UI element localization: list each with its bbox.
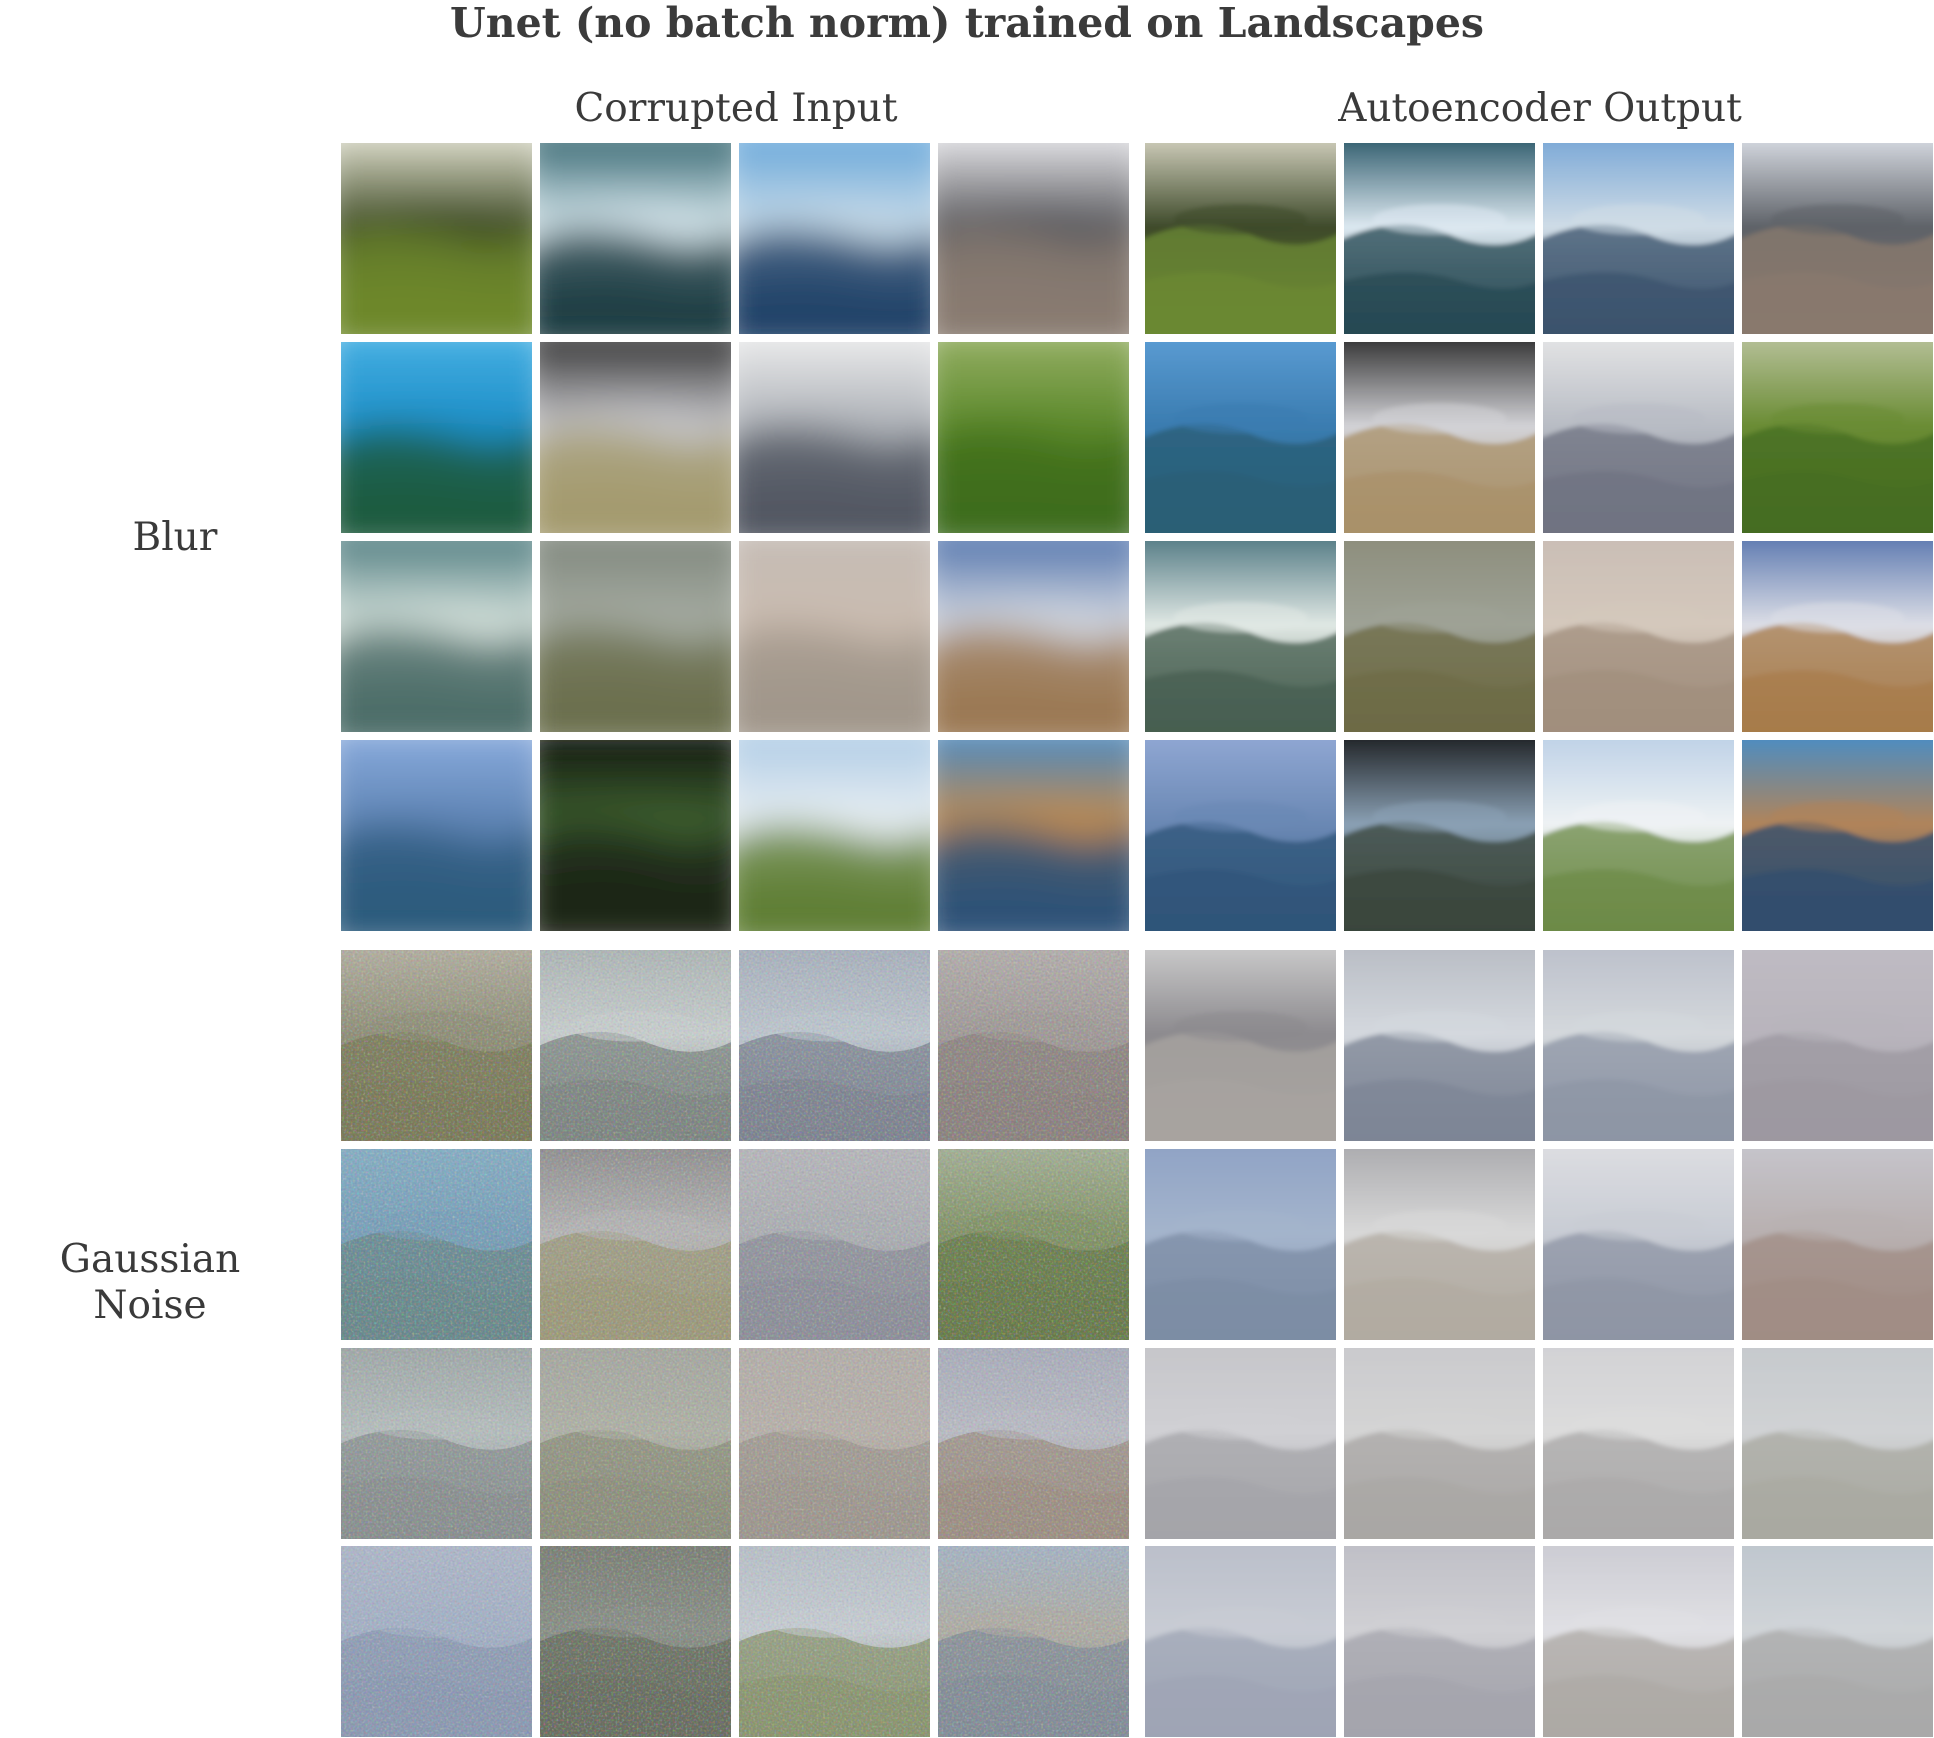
blur-output-tile [1742,342,1933,533]
blur-output-tile [1742,143,1933,334]
noise-input-tile [739,950,930,1141]
blur-input-tile [739,541,930,732]
noise-input-tile [540,1348,731,1539]
blur-input-tile [938,541,1129,732]
noise-input-tile [341,1149,532,1340]
blur-output-tile [1543,143,1734,334]
blur-output-tile [1344,342,1535,533]
figure-title: Unet (no batch norm) trained on Landscap… [450,0,1484,47]
noise-output-tile [1344,950,1535,1141]
blur-output-tile [1543,740,1734,931]
blur-input-tile [540,740,731,931]
noise-input-tile [739,1546,930,1737]
noise-output-tile [1145,950,1336,1141]
noise-input-tile [341,950,532,1141]
noise-input-tile [938,1546,1129,1737]
blur-input-tile [341,541,532,732]
noise-input-tile [341,1546,532,1737]
noise-input-tile [739,1348,930,1539]
noise-output-tile [1742,1348,1933,1539]
blur-output-tile [1742,740,1933,931]
blur-input-tile [938,740,1129,931]
noise-input-tile [938,1149,1129,1340]
blur-input-tile [739,740,930,931]
noise-input-tile [938,1348,1129,1539]
noise-input-tile [540,1149,731,1340]
blur-input-tile [341,740,532,931]
noise-output-tile [1145,1149,1336,1340]
noise-output-tile [1543,1546,1734,1737]
blur-output-tile [1145,342,1336,533]
column-header-autoencoder-output: Autoencoder Output [1338,86,1742,131]
blur-output-tile [1145,143,1336,334]
blur-input-tile [938,143,1129,334]
blur-input-tile [938,342,1129,533]
blur-input-tile [341,342,532,533]
blur-output-tile [1742,541,1933,732]
blur-input-tile [341,143,532,334]
noise-input-tile [739,1149,930,1340]
blur-output-tile [1145,541,1336,732]
column-header-corrupted-input: Corrupted Input [574,86,898,131]
blur-output-tile [1344,740,1535,931]
noise-output-tile [1145,1348,1336,1539]
blur-output-tile [1145,740,1336,931]
noise-input-tile [540,950,731,1141]
noise-input-tile [341,1348,532,1539]
noise-input-tile [938,950,1129,1141]
noise-output-tile [1742,950,1933,1141]
blur-input-tile [540,342,731,533]
blur-output-tile [1344,143,1535,334]
blur-input-tile [739,143,930,334]
blur-input-tile [540,143,731,334]
row-label-gaussian-noise: Gaussian Noise [59,1237,241,1328]
blur-output-tile [1543,541,1734,732]
noise-output-tile [1543,1149,1734,1340]
noise-input-tile [540,1546,731,1737]
noise-output-tile [1742,1546,1933,1737]
noise-output-tile [1543,1348,1734,1539]
noise-output-tile [1543,950,1734,1141]
blur-output-tile [1344,541,1535,732]
row-label-blur: Blur [132,515,218,560]
noise-output-tile [1344,1546,1535,1737]
noise-output-tile [1742,1149,1933,1340]
blur-output-tile [1543,342,1734,533]
noise-output-tile [1145,1546,1336,1737]
noise-output-tile [1344,1348,1535,1539]
noise-output-tile [1344,1149,1535,1340]
blur-input-tile [739,342,930,533]
blur-input-tile [540,541,731,732]
